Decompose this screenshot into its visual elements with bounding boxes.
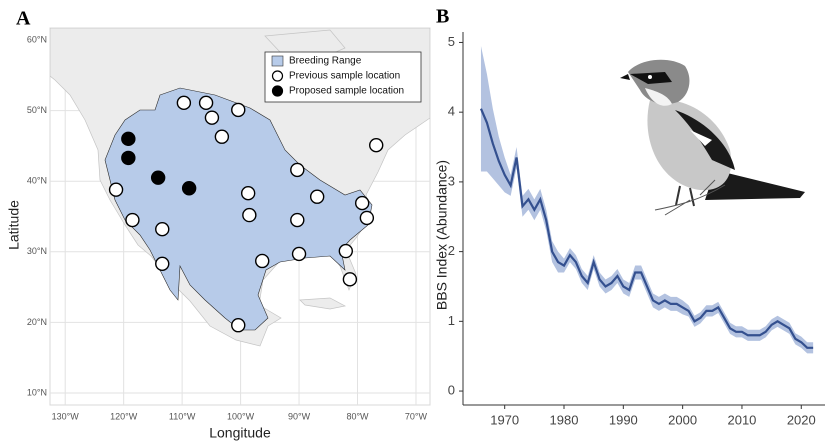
sample-point — [290, 212, 305, 228]
x-tick-label: 90°W — [288, 411, 311, 421]
legend-label: Breeding Range — [289, 56, 362, 67]
sample-point — [359, 210, 375, 226]
sample-point — [121, 150, 136, 166]
y-axis-label: BBS Index (Abundance) — [434, 160, 450, 310]
sample-point — [155, 222, 170, 237]
x-tick-label: 130°W — [52, 411, 80, 421]
y-tick-label: 1 — [448, 313, 455, 328]
x-tick-label: 1990 — [609, 412, 638, 427]
panel-label: B — [436, 6, 449, 28]
y-tick-label: 0 — [448, 382, 455, 397]
y-tick-label: 20°N — [27, 317, 47, 327]
x-tick-label: 2010 — [727, 412, 756, 427]
sample-point — [214, 129, 230, 144]
x-tick-label: 1970 — [490, 412, 519, 427]
sample-point — [369, 137, 384, 153]
y-tick-label: 10°N — [27, 387, 47, 397]
sample-point — [290, 162, 305, 178]
sample-point — [155, 256, 170, 272]
y-tick-label: 3 — [448, 173, 455, 188]
y-axis-label: Latitude — [6, 200, 22, 250]
trend-line — [479, 108, 814, 349]
x-tick-label: 80°W — [346, 411, 369, 421]
bird-illustration — [620, 59, 805, 216]
legend-marker — [271, 85, 284, 97]
x-axis-label: Longitude — [209, 425, 271, 441]
sample-point — [231, 318, 246, 333]
legend-label: Previous sample location — [289, 71, 400, 82]
sample-point — [240, 186, 256, 201]
panel-label: A — [16, 8, 31, 30]
sample-point — [342, 272, 358, 287]
sample-point — [176, 95, 192, 111]
sample-point — [204, 110, 220, 125]
sample-point — [242, 207, 257, 223]
x-tick-label: 2000 — [668, 412, 697, 427]
legend-swatch — [271, 55, 284, 67]
sample-point — [150, 170, 166, 185]
sample-point — [108, 182, 124, 197]
sample-point — [338, 243, 354, 259]
sample-point — [354, 195, 370, 211]
legend-box — [264, 51, 422, 103]
sample-point — [231, 102, 246, 118]
x-tick-label: 100°W — [227, 411, 255, 421]
x-tick-label: 110°W — [169, 411, 196, 421]
y-tick-label: 40°N — [27, 176, 47, 186]
sample-point — [198, 95, 214, 111]
x-tick-label: 1980 — [550, 412, 579, 427]
y-tick-label: 30°N — [27, 246, 47, 256]
y-tick-label: 50°N — [27, 105, 47, 115]
y-tick-label: 5 — [448, 34, 455, 49]
y-tick-label: 2 — [448, 243, 455, 258]
sample-point — [181, 181, 197, 196]
legend-marker — [271, 70, 284, 82]
sample-point — [121, 131, 136, 147]
x-tick-label: 2020 — [787, 412, 816, 427]
y-tick-label: 4 — [448, 104, 455, 119]
legend-label: Proposed sample location — [289, 86, 404, 97]
x-tick-label: 70°W — [405, 411, 428, 421]
sample-point — [309, 189, 325, 204]
x-tick-label: 120°W — [110, 411, 138, 421]
y-tick-label: 60°N — [27, 34, 47, 44]
sample-point — [125, 212, 140, 228]
sample-point — [255, 253, 270, 269]
sample-point — [291, 246, 307, 262]
